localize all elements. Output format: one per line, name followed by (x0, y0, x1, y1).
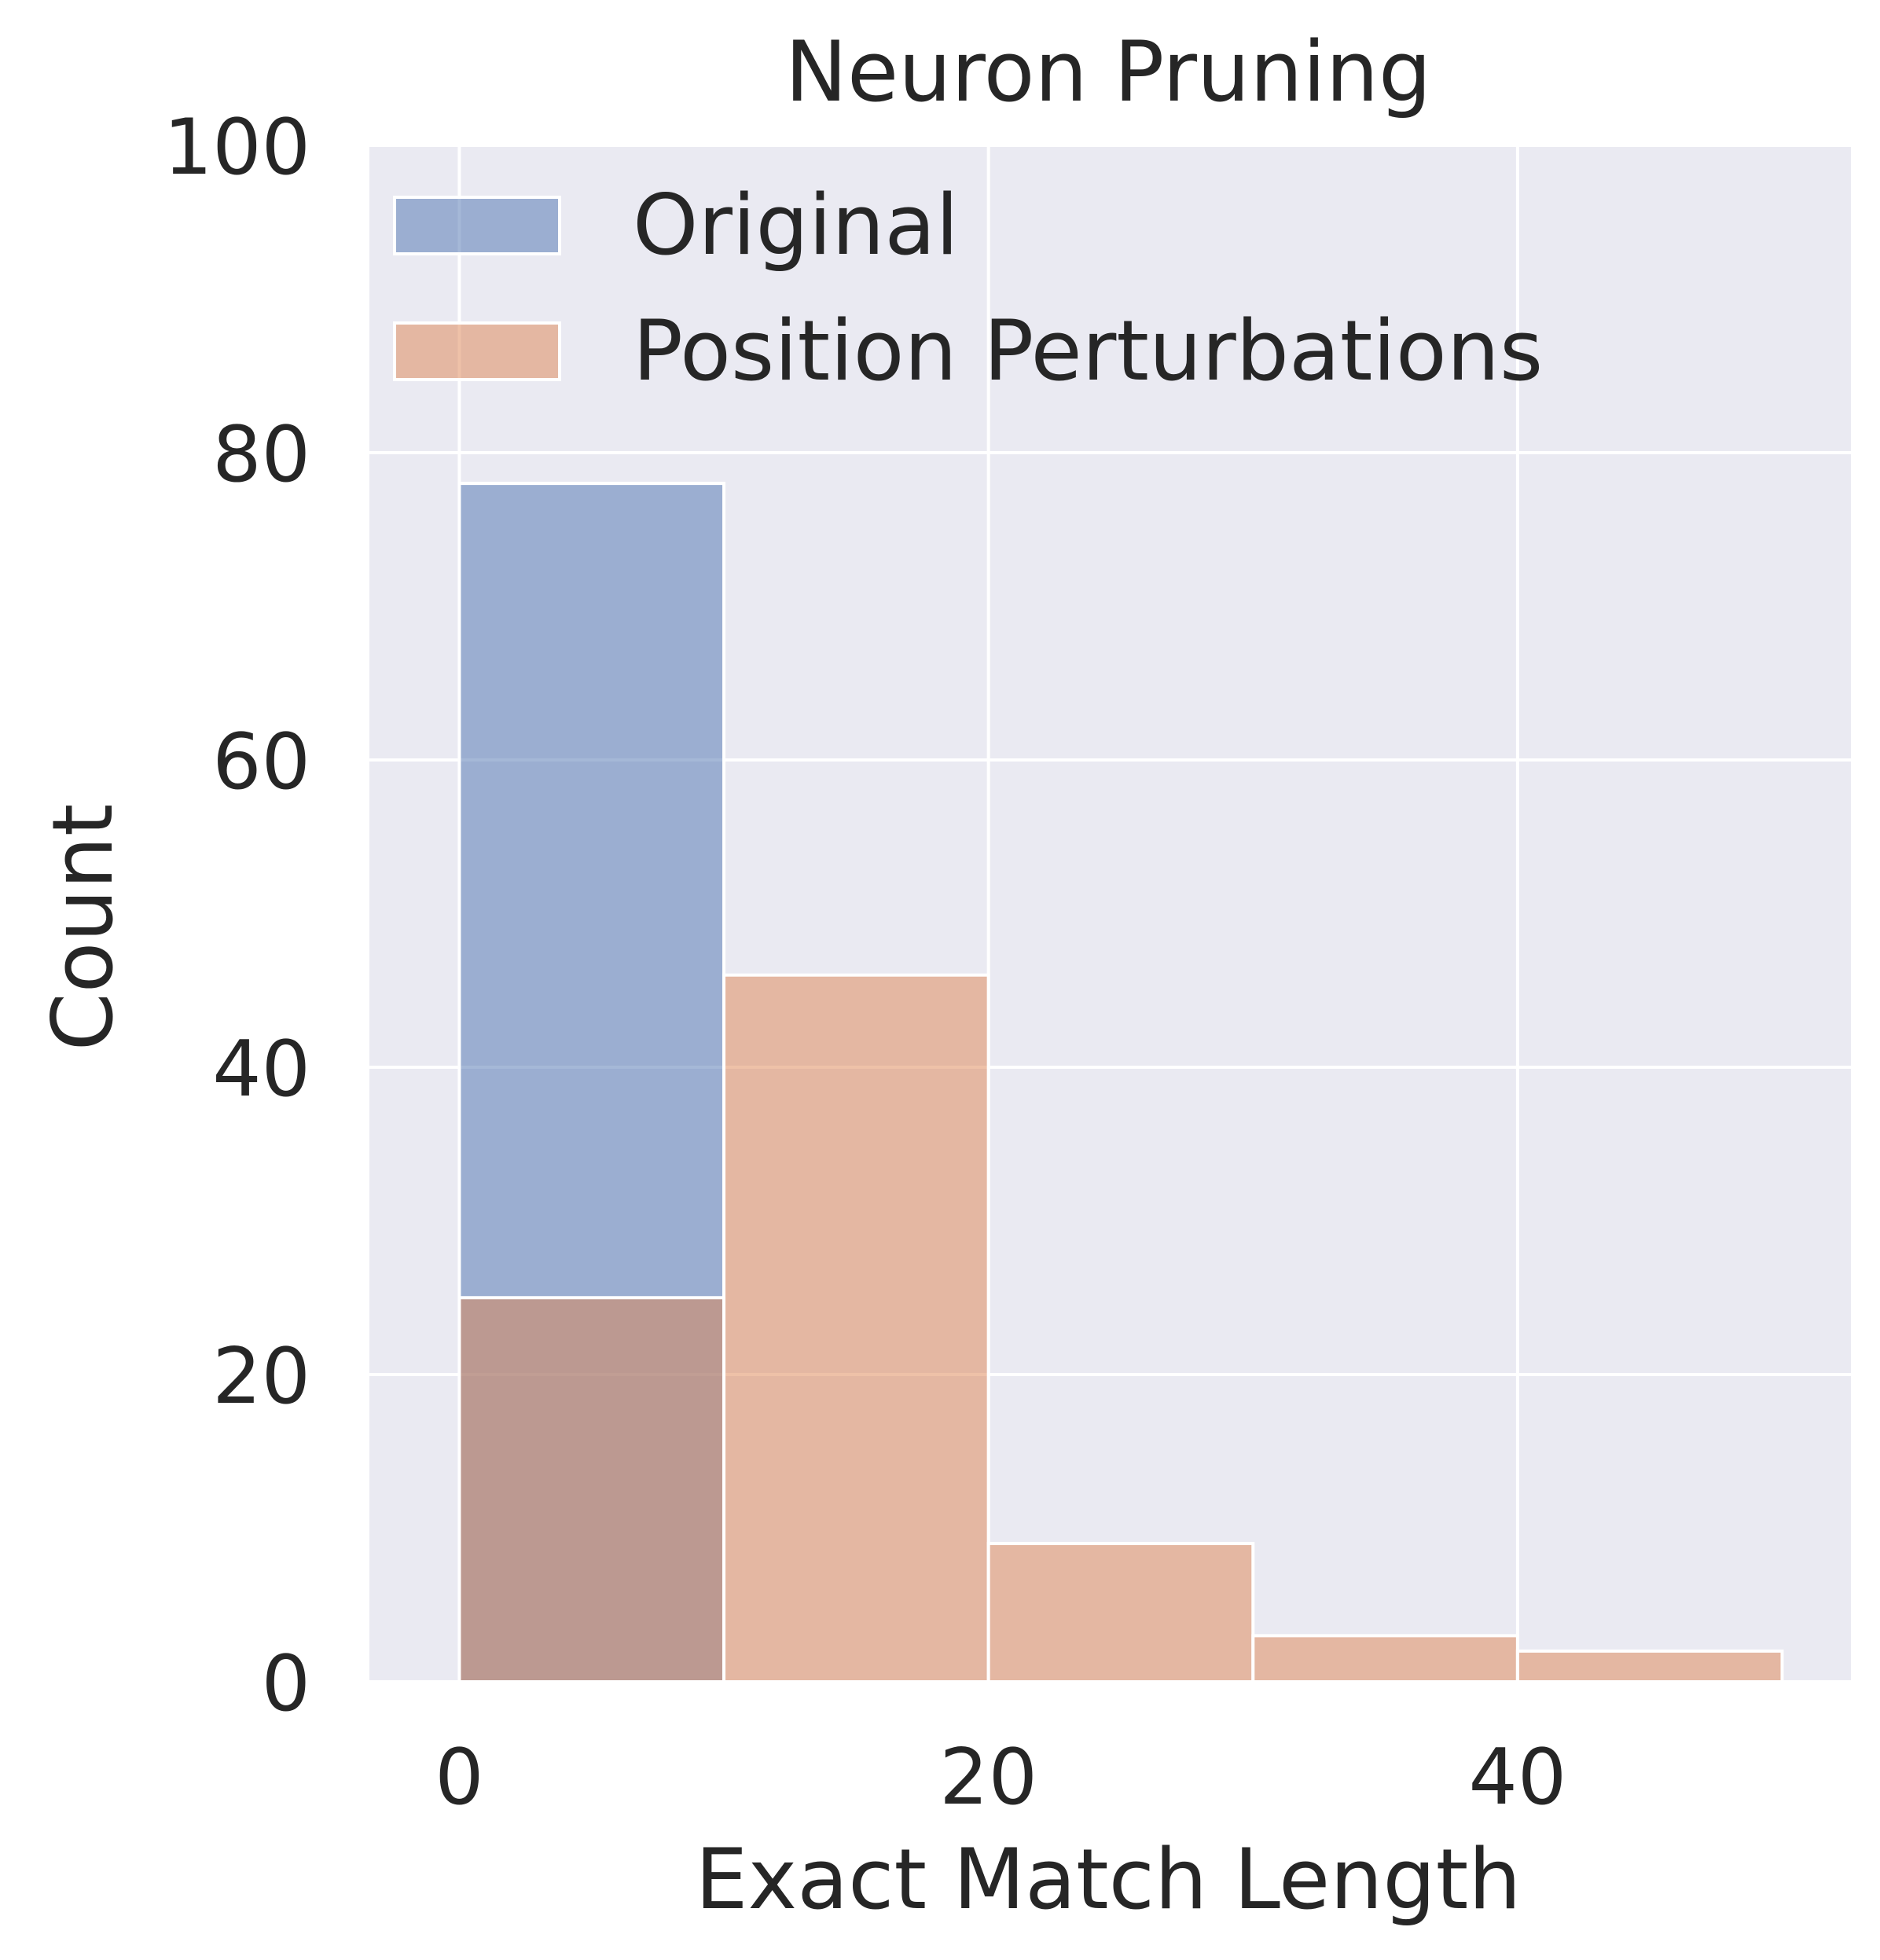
y-tick-label: 0 (262, 1639, 310, 1729)
bar-position-perturbations-2 (986, 1542, 1255, 1684)
legend: Original Position Perturbations (393, 177, 1543, 399)
legend-label: Original (633, 177, 959, 273)
bar-position-perturbations-3 (1251, 1634, 1519, 1684)
x-axis-label: Exact Match Length (696, 1831, 1522, 1928)
tick-labels: 0 20 40 60 80 100 0 20 40 (163, 103, 1566, 1822)
y-axis-label: Count (35, 804, 131, 1052)
x-tick-label: 20 (939, 1733, 1037, 1822)
y-tick-label: 100 (163, 103, 310, 193)
bar-position-perturbations-1 (722, 973, 990, 1683)
y-tick-label: 80 (212, 410, 310, 500)
chart-title: Neuron Pruning (785, 24, 1432, 120)
x-tick-label: 0 (435, 1733, 483, 1822)
legend-swatch (393, 196, 561, 255)
bar-position-perturbations-0 (457, 1296, 726, 1683)
legend-swatch (393, 321, 561, 381)
y-tick-label: 40 (212, 1025, 310, 1114)
bar-position-perturbations-4 (1515, 1649, 1784, 1683)
y-tick-label: 20 (212, 1332, 310, 1422)
axes-text: Neuron Pruning Exact Match Length Count (35, 24, 1521, 1928)
histogram-bars (457, 482, 1784, 1684)
legend-label: Position Perturbations (633, 303, 1543, 399)
y-tick-label: 60 (212, 718, 310, 807)
x-tick-label: 40 (1469, 1733, 1567, 1822)
